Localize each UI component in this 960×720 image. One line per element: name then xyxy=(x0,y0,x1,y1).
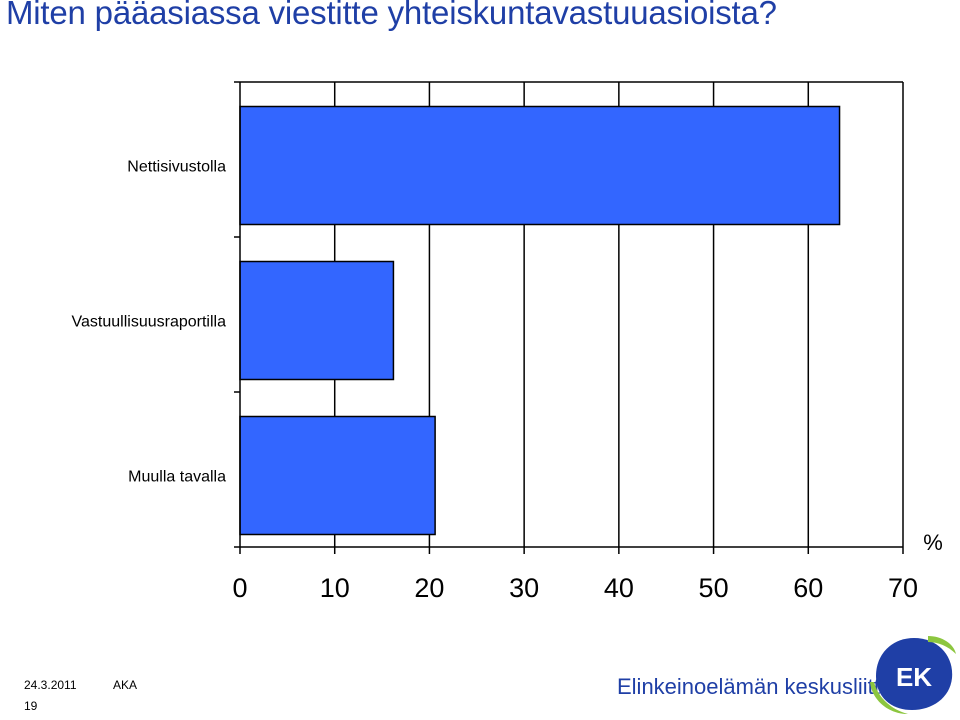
ek-logo-icon: EK xyxy=(870,636,956,714)
x-tick-label: 10 xyxy=(320,573,350,603)
slide-title: Miten pääasiassa viestitte yhteiskuntava… xyxy=(6,0,777,31)
axes xyxy=(234,81,904,554)
x-tick-label: 60 xyxy=(793,573,823,603)
x-tick-label: 30 xyxy=(509,573,539,603)
bar xyxy=(239,415,436,536)
category-label: Muulla tavalla xyxy=(128,469,226,486)
page-number: 19 xyxy=(24,699,38,713)
logo-text: Elinkeinoelämän keskusliitto xyxy=(617,674,893,699)
footer-date: 24.3.2011 xyxy=(24,678,77,692)
x-tick-label: 0 xyxy=(232,573,247,603)
bars xyxy=(239,105,841,536)
bar xyxy=(239,260,395,381)
category-label: Vastuullisuusraportilla xyxy=(72,314,227,331)
x-tick-label: 50 xyxy=(699,573,729,603)
labels: 0 10 20 30 40 50 60 70 Nettisivustolla Vastuullis… xyxy=(72,159,943,604)
x-axis-unit-label: % xyxy=(923,530,943,555)
x-tick-label: 20 xyxy=(414,573,444,603)
footer-author: AKA xyxy=(113,678,138,692)
logo-mark-text: EK xyxy=(896,662,932,692)
x-tick-label: 70 xyxy=(888,573,918,603)
bar xyxy=(239,105,841,226)
category-label: Nettisivustolla xyxy=(127,159,226,176)
x-tick-label: 40 xyxy=(604,573,634,603)
